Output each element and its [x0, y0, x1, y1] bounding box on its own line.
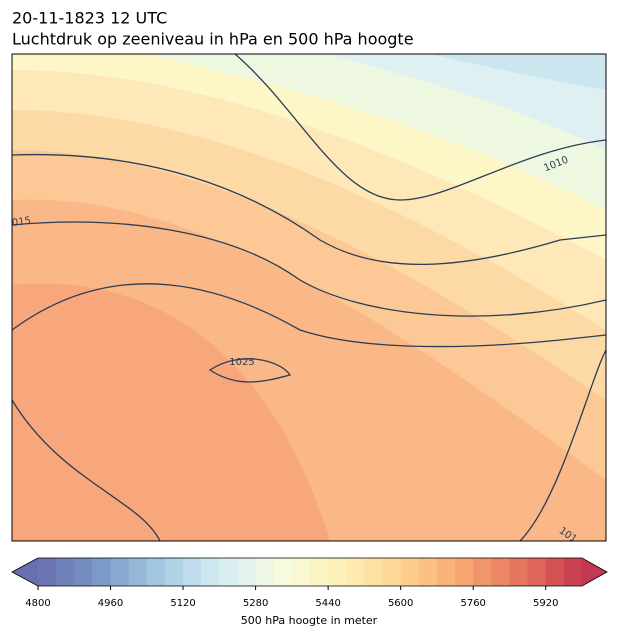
isobar [12, 283, 606, 348]
contour-label: 1025 [229, 357, 254, 368]
colorbar-segment [400, 558, 420, 586]
colorbar-tick-label: 5120 [170, 598, 195, 609]
isobar [12, 399, 161, 541]
colorbar-segment [183, 558, 202, 586]
colorbar: 4800 4960 5120 5280 5440 5600 5760 5920 [11, 557, 608, 609]
colorbar-segment [527, 558, 547, 586]
colorbar-segment [237, 558, 257, 586]
title: 20-11-1823 12 UTC [12, 9, 167, 28]
colorbar-tick-label: 5760 [460, 598, 485, 609]
colorbar-tick-label: 5600 [388, 598, 413, 609]
colorbar-segment [563, 558, 583, 586]
map-frame [11, 53, 607, 542]
colorbar-segment [491, 558, 510, 586]
colorbar-segment [364, 558, 384, 586]
isobar [234, 54, 606, 201]
subtitle: Luchtdruk op zeeniveau in hPa en 500 hPa… [12, 30, 414, 49]
colorbar-frame [11, 557, 608, 587]
isobar [12, 221, 606, 317]
colorbar-extend-high [582, 558, 607, 586]
colorbar-segment [128, 558, 148, 586]
colorbar-tick-label: 5280 [243, 598, 268, 609]
colorbar-segment [455, 558, 474, 586]
colorbar-segment [473, 558, 492, 586]
contour-label: 015 [11, 215, 31, 229]
colorbar-segment [436, 558, 456, 586]
colorbar-segment [346, 558, 365, 586]
colorbar-segment [418, 558, 438, 586]
band [330, 54, 606, 150]
isobar [208, 358, 292, 383]
colorbar-segment [509, 558, 529, 586]
colorbar-segment [382, 558, 402, 586]
colorbar-tick-label: 4960 [98, 598, 123, 609]
colorbar-segment [291, 558, 311, 586]
isobar [12, 153, 606, 266]
colorbar-segment [38, 558, 57, 586]
isobar [519, 349, 606, 541]
colorbar-label: 500 hPa hoogte in meter [241, 614, 378, 627]
colorbar-segment [273, 558, 293, 586]
colorbar-segment [310, 558, 329, 586]
colorbar-segment [74, 558, 93, 586]
colorbar-segment [255, 558, 275, 586]
band [430, 54, 606, 90]
colorbar-segment [92, 558, 112, 586]
colorbar-segment [201, 558, 220, 586]
map: 1010 015 1025 101 [11, 54, 606, 541]
colorbar-tick-label: 5440 [315, 598, 340, 609]
colorbar-extend-low [12, 558, 38, 586]
colorbar-segment [146, 558, 166, 586]
colorbar-tick-label: 4800 [25, 598, 50, 609]
colorbar-segment [110, 558, 130, 586]
colorbar-segment [545, 558, 565, 586]
colorbar-segment [56, 558, 75, 586]
colorbar-segment [164, 558, 184, 586]
colorbar-segment [219, 558, 238, 586]
colorbar-segment [328, 558, 347, 586]
colorbar-tick-label: 5920 [533, 598, 558, 609]
